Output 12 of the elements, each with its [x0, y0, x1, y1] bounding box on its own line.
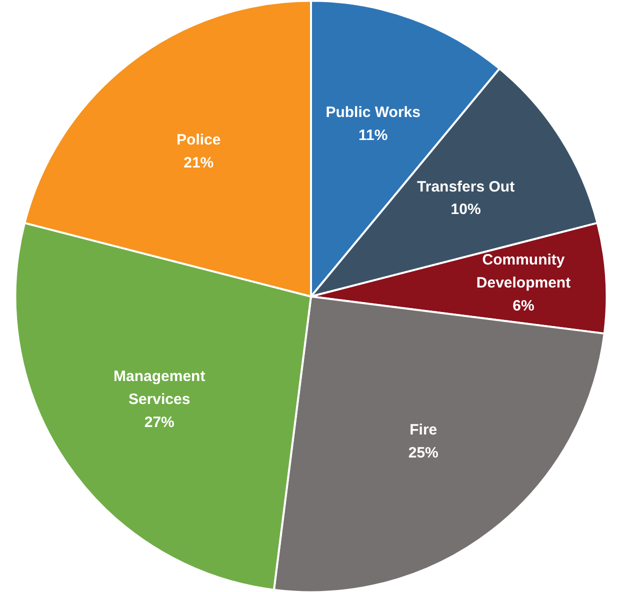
data-label: 27% — [144, 414, 174, 432]
data-label: 11% — [358, 126, 388, 144]
data-label: 25% — [408, 444, 438, 462]
data-label: 10% — [450, 201, 481, 218]
slice-label: Management Services — [114, 368, 206, 408]
slice-label: Community Development — [476, 252, 571, 292]
slice-label: Fire — [410, 421, 438, 438]
slice-label: Transfers Out — [417, 178, 515, 196]
slice-label: Public Works — [326, 104, 420, 122]
data-label: 21% — [184, 154, 214, 172]
data-label: 6% — [512, 298, 534, 315]
slice-label: Police — [176, 132, 221, 149]
